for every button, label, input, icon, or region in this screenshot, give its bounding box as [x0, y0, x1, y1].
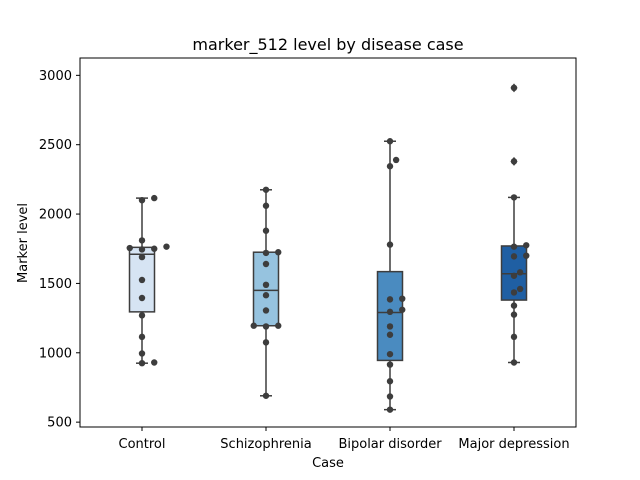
data-point [126, 244, 133, 252]
chart-title: marker_512 level by disease case [192, 35, 463, 55]
x-tick-label: Schizophrenia [220, 437, 311, 452]
x-axis-label: Case [312, 456, 344, 471]
data-point [138, 333, 146, 341]
data-point [386, 350, 394, 358]
data-point [262, 260, 270, 268]
data-point [386, 241, 394, 248]
y-tick-label: 500 [47, 416, 72, 431]
data-point [262, 227, 270, 234]
data-point [138, 359, 146, 367]
data-point [138, 312, 146, 319]
data-point [151, 245, 158, 252]
data-point [386, 163, 394, 170]
y-tick-label: 2000 [39, 208, 72, 223]
data-point [262, 249, 270, 257]
data-point [510, 302, 518, 309]
data-point [510, 253, 518, 260]
data-point [386, 323, 394, 330]
data-point [510, 84, 518, 92]
data-point [510, 194, 518, 201]
data-point [386, 406, 394, 413]
data-point [163, 243, 170, 250]
data-point [523, 252, 530, 259]
plot-area [126, 83, 530, 413]
data-point [262, 202, 270, 209]
data-point [516, 269, 524, 276]
x-tick-label: Control [119, 437, 166, 452]
data-point [262, 323, 270, 330]
data-point [510, 333, 518, 341]
axes-frame [79, 57, 577, 428]
data-point [275, 249, 282, 256]
data-point [510, 272, 518, 279]
data-point [399, 306, 406, 313]
data-point [262, 186, 270, 193]
data-point [250, 322, 257, 329]
data-point [262, 292, 270, 299]
x-tick-label: Bipolar disorder [338, 437, 442, 452]
data-point [262, 281, 270, 289]
data-point [138, 253, 146, 261]
data-point [151, 359, 158, 366]
y-axis: 500 1000 1500 2000 2500 3000 [39, 69, 80, 431]
x-axis: Control Schizophrenia Bipolar disorder Majo… [119, 427, 570, 452]
data-point [138, 237, 146, 244]
data-point [386, 331, 394, 338]
data-point [386, 308, 394, 316]
data-point [510, 158, 518, 165]
data-point [138, 196, 146, 204]
data-point [275, 322, 282, 329]
data-point [510, 243, 518, 250]
data-point [386, 361, 394, 368]
data-point [510, 359, 518, 366]
data-point [262, 392, 270, 399]
data-point [516, 285, 524, 293]
data-point [510, 311, 518, 318]
box [376, 270, 404, 362]
data-point [392, 156, 400, 164]
data-point [399, 295, 406, 302]
y-tick-label: 1500 [39, 277, 72, 292]
x-tick-label: Major depression [458, 437, 569, 452]
y-tick-label: 3000 [39, 69, 72, 84]
data-point [138, 350, 146, 357]
data-point [138, 294, 146, 302]
box-group [500, 83, 528, 364]
data-point [262, 339, 270, 346]
data-point [262, 307, 270, 314]
y-axis-label: Marker level [16, 203, 31, 283]
y-tick-label: 1000 [39, 346, 72, 361]
data-point [386, 378, 394, 385]
data-point [386, 393, 394, 400]
data-point [386, 138, 394, 145]
y-tick-label: 2500 [39, 138, 72, 153]
data-point [151, 194, 158, 202]
data-point [510, 289, 518, 296]
data-point [138, 276, 146, 284]
data-point [138, 246, 146, 253]
box-group [376, 140, 404, 411]
data-point [386, 296, 394, 303]
data-point [523, 242, 530, 249]
